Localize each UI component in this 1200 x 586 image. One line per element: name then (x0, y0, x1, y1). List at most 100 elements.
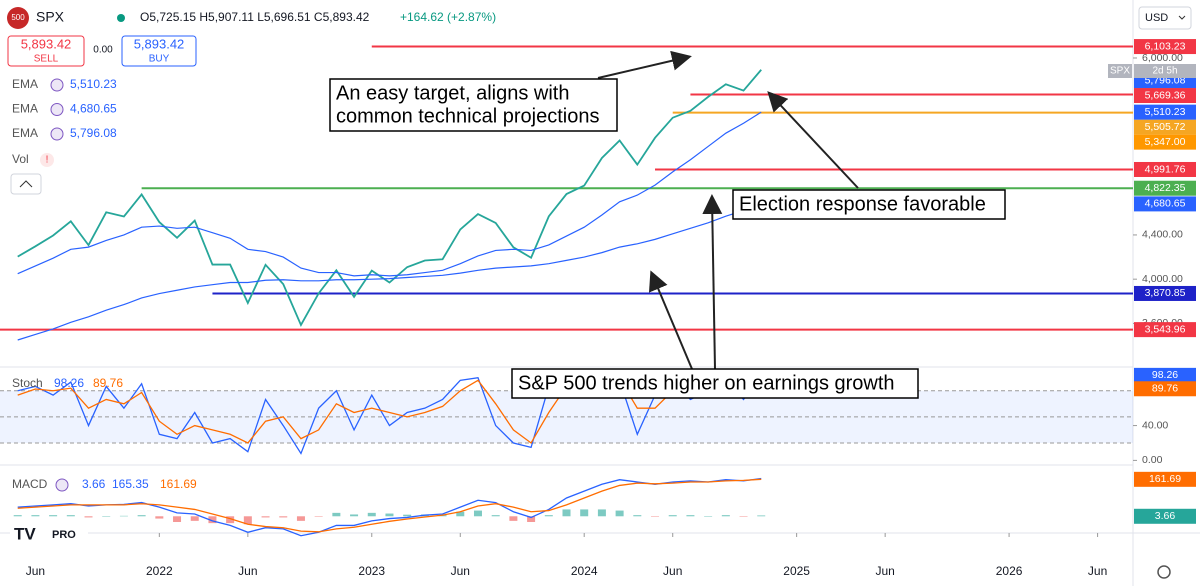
macd-bar (580, 509, 589, 517)
settings-icon[interactable] (1157, 565, 1171, 579)
symbol-badge (7, 7, 29, 29)
macd-bar (84, 516, 93, 518)
value-tag (1134, 381, 1196, 397)
y-tick-label: 4,000.00 (1142, 273, 1183, 285)
macd-bar (314, 516, 323, 517)
indicator-icon (50, 103, 64, 116)
collapse-icon (19, 180, 33, 188)
countdown-label: 2d 5h (1152, 66, 1177, 77)
vol-warning[interactable] (40, 153, 54, 167)
status-dot (117, 14, 125, 22)
price-tag (1134, 134, 1196, 150)
indicator-icon (50, 127, 64, 141)
annotation-box (329, 78, 618, 132)
value-tag (1134, 508, 1196, 524)
macd-bar (686, 515, 695, 517)
macd-bar (13, 515, 22, 517)
price-tag-label: 5,510.23 (1145, 106, 1186, 118)
annotation: An easy target, aligns with (336, 82, 569, 104)
macd-bar (332, 512, 341, 517)
macd-bar (208, 516, 217, 524)
indicator-value: 5,510.23 (70, 77, 117, 91)
legend-value: 165.35 (112, 477, 149, 491)
macd-bar (721, 515, 730, 517)
indicator-value: 4,680.65 (70, 102, 117, 116)
y-tick-label: 0.00 (1142, 454, 1163, 466)
macd-bar (562, 509, 571, 517)
price-tag-label: 6,103.23 (1145, 40, 1186, 52)
logo-text: PRO (52, 529, 76, 541)
logo-mark: TV (14, 524, 36, 543)
macd-bar (544, 515, 553, 517)
macd-bar (155, 516, 164, 519)
macd-bar (615, 510, 624, 517)
macd-bar (226, 516, 235, 524)
indicator-icon (50, 78, 64, 92)
symbol[interactable]: SPX (36, 9, 65, 25)
price-tag-label: 5,347.00 (1145, 136, 1186, 148)
value-tag-label: 98.26 (1152, 369, 1178, 381)
macd-bar (491, 515, 500, 517)
price-tag (1134, 180, 1196, 196)
price-tag-label: 4,991.76 (1145, 163, 1186, 175)
annotation-arrow (702, 194, 723, 370)
stoch-band (0, 390, 1133, 443)
price-axis: 6,000.004,400.004,000.003,600.006,103.23… (1108, 39, 1196, 524)
macd-bar (243, 516, 252, 525)
macd-bar (704, 516, 713, 517)
symbol-tag (1108, 64, 1132, 78)
macd-bar (527, 516, 536, 522)
annotation-arrow (648, 270, 693, 370)
buy-price: 5,893.42 (134, 36, 185, 51)
macd-bar (651, 516, 660, 517)
value-tag (1134, 367, 1196, 383)
indicator-name: EMA (12, 126, 38, 140)
value-tag-label: 3.66 (1155, 510, 1176, 522)
indicator-value: 5,796.08 (70, 126, 117, 140)
price-line (17, 69, 762, 327)
macd-bar (102, 516, 111, 517)
macd-bar (367, 512, 376, 517)
badge-text: 500 (11, 13, 25, 22)
price-tag-label: 4,680.65 (1145, 198, 1186, 210)
pane-title: MACD (12, 477, 48, 491)
vol-label: Vol (12, 152, 29, 166)
x-tick-label: Jun (451, 564, 470, 578)
macd-bar (757, 515, 766, 517)
annotation: Election response favorable (739, 193, 986, 215)
collapse-button[interactable] (10, 173, 42, 195)
annotation-arrow (767, 91, 859, 189)
macd-bar (739, 516, 748, 517)
macd-bar (49, 515, 58, 517)
macd-line (17, 477, 762, 537)
price-tag-label: 5,669.36 (1145, 89, 1186, 101)
macd-bar (173, 516, 182, 522)
annotation-arrow (597, 50, 692, 79)
price-tag (1134, 196, 1196, 212)
vol-warning-icon: ! (46, 155, 49, 166)
buy-button[interactable] (121, 35, 197, 67)
annotation: common technical projections (336, 105, 599, 127)
ema-line (17, 203, 762, 341)
price-tag-label: 3,543.96 (1145, 323, 1186, 335)
macd-bar (385, 513, 394, 517)
spread: 0.00 (93, 45, 113, 56)
macd-bar (190, 516, 199, 521)
legend-value: 98.26 (54, 376, 84, 390)
plot-area: Stoch 98.26 89.76 MACD 3.66 165.35 161.69 Jun 20… (0, 45, 1133, 578)
logo-bg (10, 522, 88, 546)
price-tag (1134, 161, 1196, 177)
annotation: S&P 500 trends higher on earnings growth (518, 372, 895, 394)
change: +164.62 (+2.87%) (400, 10, 496, 24)
pane-title: Stoch (12, 376, 43, 390)
value-tag-label: 161.69 (1149, 473, 1181, 485)
indicator-name: EMA (12, 102, 38, 116)
annotation-box (732, 189, 1006, 220)
x-tick-label: Jun (26, 564, 45, 578)
x-tick-label: Jun (663, 564, 682, 578)
buy-label: BUY (149, 54, 170, 65)
sell-button[interactable] (7, 35, 85, 67)
currency-select[interactable] (1138, 6, 1192, 30)
sell-label: SELL (34, 54, 59, 65)
price-tag (1134, 285, 1196, 301)
